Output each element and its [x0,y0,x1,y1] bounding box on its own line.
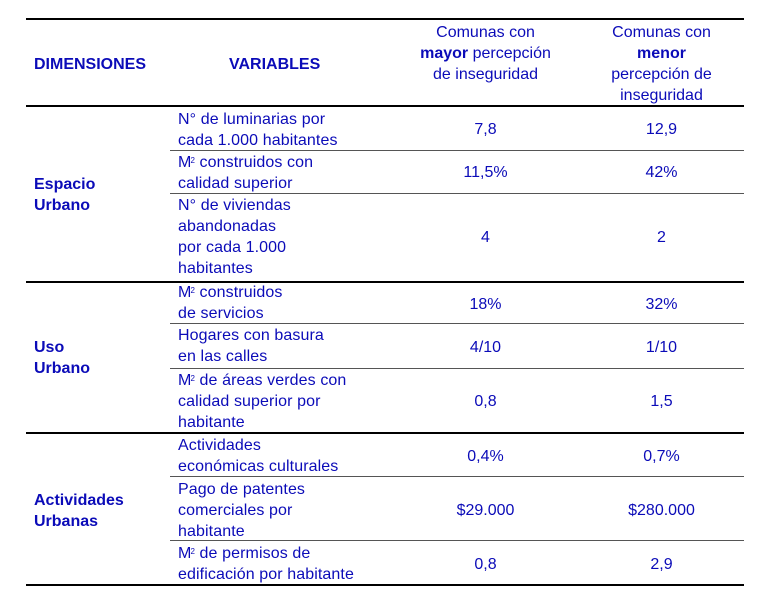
value-mayor: 0,4% [467,448,504,465]
value-menor: 12,9 [645,121,678,138]
variable-line: por cada 1.000 [178,239,287,256]
header-bottom-border [26,105,744,107]
value-menor: 1/10 [645,339,678,356]
header-col-mayor: Comunas con mayor percepción de inseguri… [394,22,577,85]
header-col-mayor-bold: mayor [420,45,469,62]
variable-m2-construidos-servicios: M2 construidos de servicios [178,282,282,324]
variable-line: habitantes [178,260,253,277]
header-col-mayor-rest: percepción [468,45,551,62]
value-mayor: 0,8 [474,556,497,573]
variable-line: abandonadas [178,218,277,235]
row-divider [170,476,744,477]
row-divider [170,150,744,151]
variable-line: en las calles [178,348,268,365]
variable-line: Actividades [178,437,261,454]
value-mayor: 4 [481,229,490,246]
group-label-line: Urbano [34,197,90,214]
superscript: 2 [190,374,195,383]
superscript: 2 [190,286,195,295]
value-menor: 0,7% [643,448,680,465]
group-label-actividades-urbanas: Actividades Urbanas [34,490,124,532]
value-mayor: 4/10 [469,339,502,356]
variable-line: de servicios [178,305,264,322]
table-bottom-border [26,584,744,586]
group-label-espacio-urbano: Espacio Urbano [34,174,95,216]
variable-text: M [178,284,192,301]
group-label-line: Actividades [34,492,124,509]
group-label-line: Espacio [34,176,96,193]
group-label-uso-urbano: Uso Urbano [34,337,90,379]
value-menor: 2 [657,229,666,246]
table-top-border [26,18,744,20]
superscript: 2 [190,547,195,556]
row-divider [170,323,744,324]
variable-patentes-comerciales: Pago de patentes comerciales por habitan… [178,479,305,542]
variable-permisos-edificacion: M2 de permisos de edificación por habita… [178,543,354,585]
row-divider [170,540,744,541]
variable-line: calidad superior por [178,393,321,410]
value-menor: 42% [645,164,678,181]
value-mayor: 7,8 [474,121,497,138]
variable-text: M [178,372,192,389]
group-label-line: Urbanas [34,513,99,530]
variable-line: calidad superior [178,175,293,192]
variable-line: habitante [178,414,245,431]
group-label-line: Uso [34,339,65,356]
variable-line: económicas culturales [178,458,339,475]
value-menor: 32% [645,296,678,313]
variable-text: construidos con [195,154,314,171]
variable-line: N° de viviendas [178,197,291,214]
header-col-mayor-line2: mayor percepción [394,43,577,64]
header-col-menor-line2: menor [574,43,749,64]
value-menor: 2,9 [650,556,673,573]
group-divider [26,432,744,434]
value-mayor: 11,5% [463,164,508,181]
variable-luminarias: N° de luminarias por cada 1.000 habitant… [178,109,338,151]
header-col-menor: Comunas con menor percepción de inseguri… [574,22,749,106]
value-mayor: $29.000 [456,502,515,519]
variable-actividades-economicas: Actividades económicas culturales [178,435,338,477]
row-divider [170,368,744,369]
row-divider [170,193,744,194]
variable-m2-construidos-calidad: M2 construidos con calidad superior [178,152,313,194]
superscript: 2 [190,156,195,165]
header-col-menor-line1: Comunas con [612,24,711,41]
group-divider [26,281,744,283]
variable-line: edificación por habitante [178,566,354,583]
variable-line: cada 1.000 habitantes [178,132,338,149]
variable-viviendas-abandonadas: N° de viviendas abandonadas por cada 1.0… [178,195,291,279]
variable-line: comerciales por [178,502,293,519]
header-col-mayor-line1: Comunas con [436,24,535,41]
variable-line: habitante [178,523,245,540]
variable-text: construidos [195,284,283,301]
value-menor: $280.000 [628,502,695,519]
variable-text: de permisos de [195,545,311,562]
value-mayor: 18% [469,296,502,313]
header-col-menor-line3: percepción de [611,66,712,83]
header-dimensiones: DIMENSIONES [34,56,147,73]
group-label-line: Urbano [34,360,90,377]
variable-line: Pago de patentes [178,481,306,498]
header-col-mayor-line3: de inseguridad [433,66,538,83]
value-menor: 1,5 [650,393,673,410]
variable-text: de áreas verdes con [195,372,347,389]
variable-hogares-basura: Hogares con basura en las calles [178,325,324,367]
variable-text: M [178,545,192,562]
variable-text: M [178,154,192,171]
header-col-menor-line4: inseguridad [620,87,703,104]
variable-line: N° de luminarias por [178,111,326,128]
header-variables: VARIABLES [229,56,321,73]
variable-areas-verdes: M2 de áreas verdes con calidad superior … [178,370,346,433]
value-mayor: 0,8 [474,393,497,410]
variable-line: Hogares con basura [178,327,324,344]
header-col-menor-bold: menor [637,45,686,62]
